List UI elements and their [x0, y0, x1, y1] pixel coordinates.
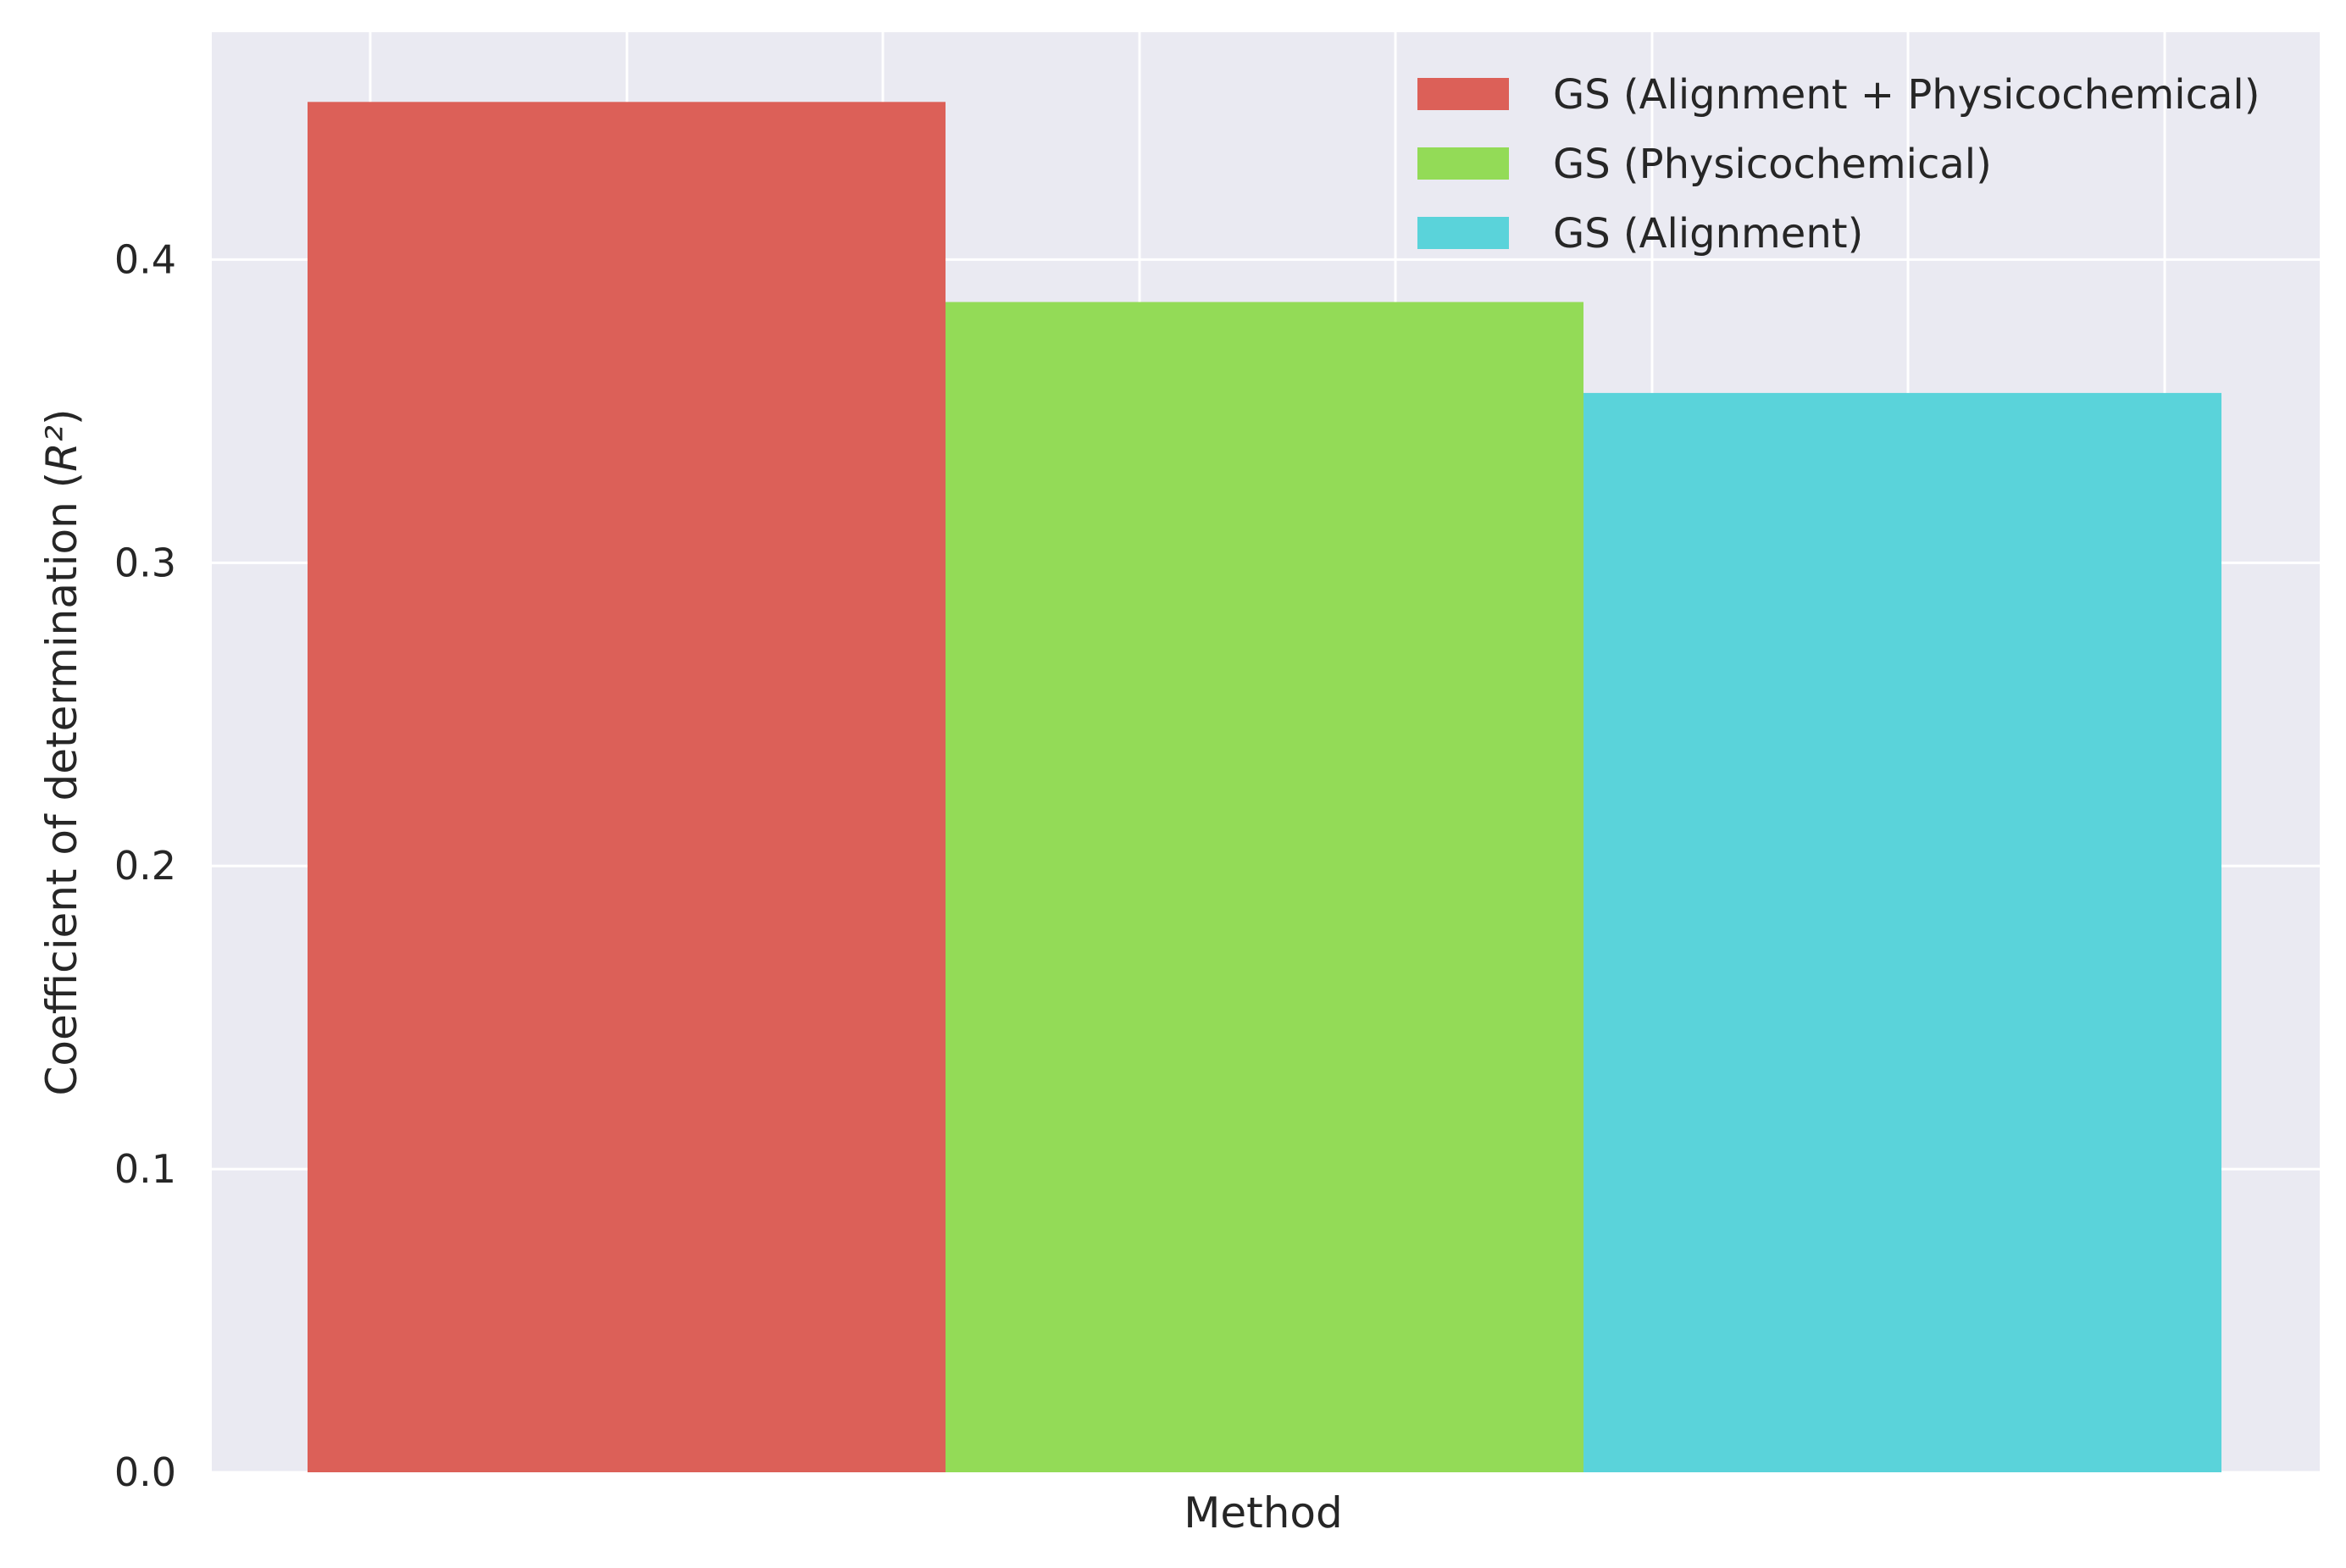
- legend-label: GS (Alignment): [1553, 210, 1863, 258]
- legend-swatch: [1417, 78, 1509, 110]
- y-axis-label-math: R²: [37, 425, 86, 472]
- bar-3: [1583, 392, 2221, 1472]
- bar-2: [946, 302, 1583, 1472]
- legend: GS (Alignment + Physicochemical) GS (Phys…: [1417, 71, 2260, 258]
- y-tick-label: 0.4: [114, 236, 176, 282]
- legend-swatch: [1417, 217, 1509, 249]
- bar-1: [308, 102, 946, 1472]
- legend-swatch: [1417, 147, 1509, 180]
- x-axis-label: Method: [1184, 1488, 1343, 1538]
- legend-label: GS (Alignment + Physicochemical): [1553, 71, 2260, 119]
- y-axis-label: Coefficient of determination (R²): [37, 409, 86, 1096]
- y-tick-label: 0.2: [114, 843, 176, 889]
- legend-label: GS (Physicochemical): [1553, 141, 1992, 188]
- y-tick-label: 0.1: [114, 1146, 176, 1192]
- bars: [308, 102, 2221, 1472]
- y-axis-label-text: Coefficient of determination: [37, 501, 86, 1095]
- y-tick-label: 0.3: [114, 540, 176, 585]
- y-axis-ticks: 0.0 0.1 0.2 0.3 0.4: [114, 236, 176, 1495]
- y-tick-label: 0.0: [114, 1449, 176, 1495]
